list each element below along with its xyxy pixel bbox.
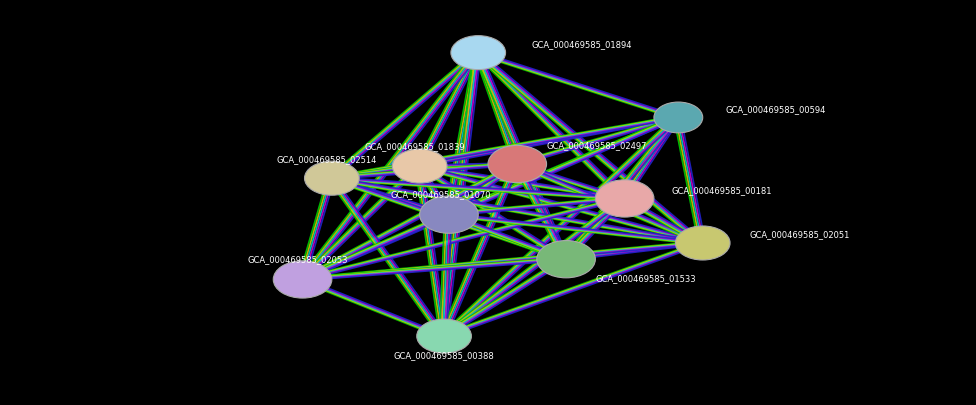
Ellipse shape [675,226,730,260]
Ellipse shape [654,102,703,133]
Text: GCA_000469585_02497: GCA_000469585_02497 [547,141,647,150]
Ellipse shape [488,145,547,183]
Text: GCA_000469585_02051: GCA_000469585_02051 [750,230,850,239]
Text: GCA_000469585_01894: GCA_000469585_01894 [532,40,632,49]
Text: GCA_000469585_01070: GCA_000469585_01070 [391,190,491,199]
Text: GCA_000469585_01533: GCA_000469585_01533 [595,274,696,283]
Ellipse shape [392,149,447,183]
Ellipse shape [537,241,595,278]
Ellipse shape [595,180,654,217]
Text: GCA_000469585_00594: GCA_000469585_00594 [725,105,826,114]
Ellipse shape [420,196,478,233]
Text: GCA_000469585_00181: GCA_000469585_00181 [671,186,772,195]
Text: GCA_000469585_01839: GCA_000469585_01839 [364,142,466,151]
Text: GCA_000469585_02053: GCA_000469585_02053 [248,255,347,264]
Ellipse shape [417,319,471,353]
Ellipse shape [305,161,359,195]
Ellipse shape [451,36,506,70]
Text: GCA_000469585_00388: GCA_000469585_00388 [393,351,495,360]
Text: GCA_000469585_02514: GCA_000469585_02514 [277,155,377,164]
Ellipse shape [273,261,332,298]
